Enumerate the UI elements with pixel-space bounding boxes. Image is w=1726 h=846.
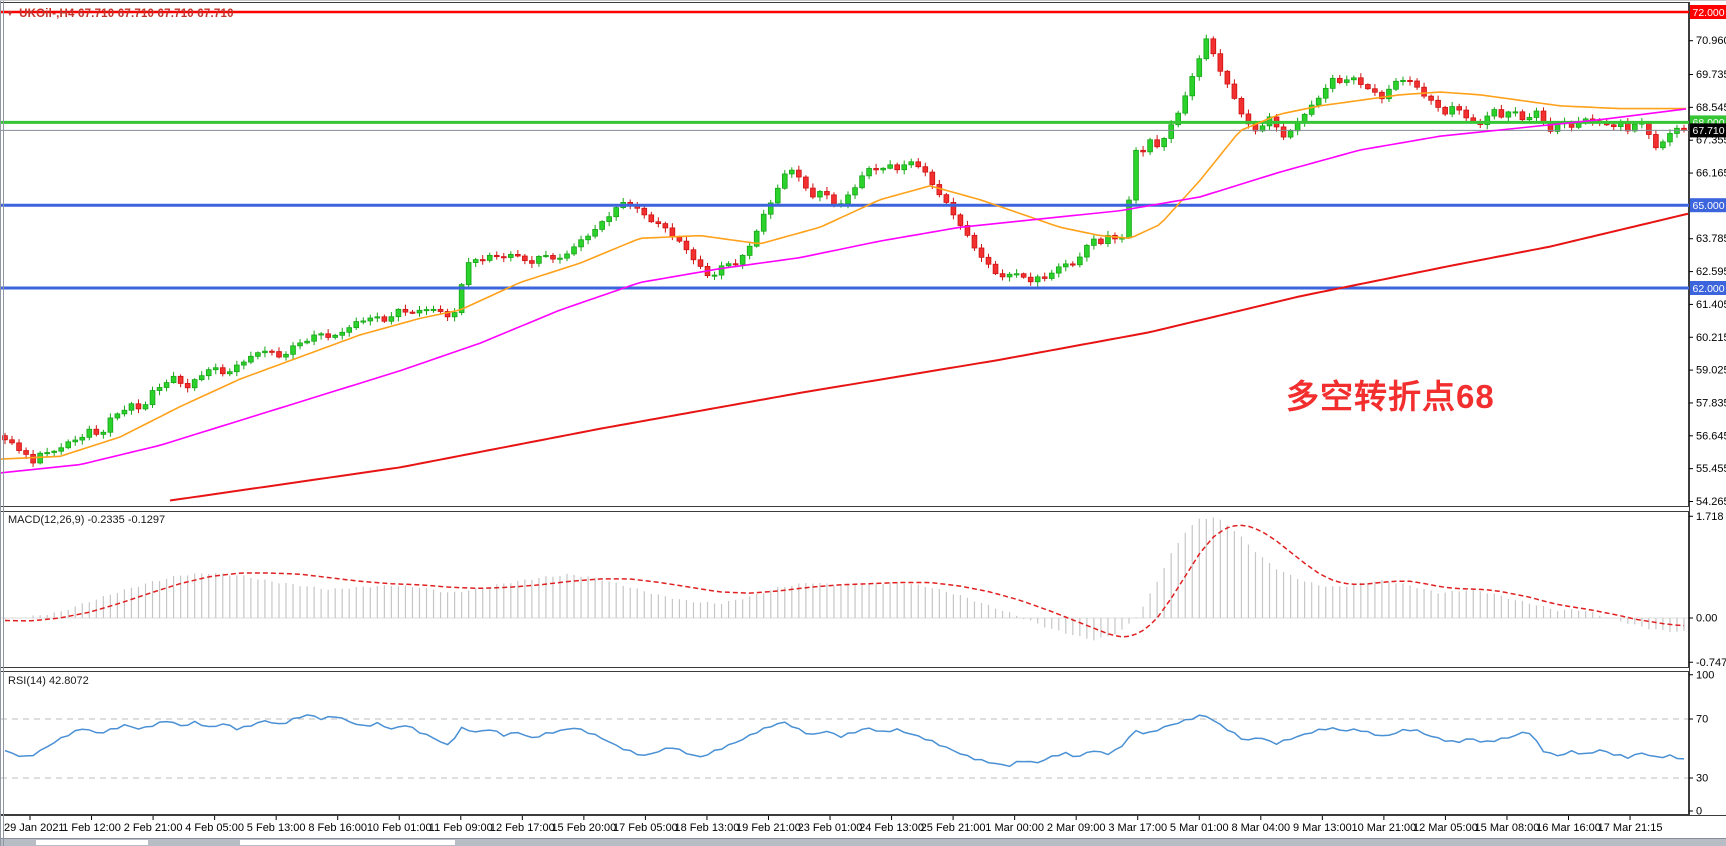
rsi-tick-label: 70 <box>1696 714 1708 726</box>
macd-tick-label: 0.00 <box>1696 613 1717 625</box>
macd-histogram <box>4 517 1685 641</box>
price-tick-label: 57.835 <box>1696 397 1726 409</box>
price-axis[interactable]: 70.960 69.735 68.545 67.355 66.165 63.785 62.5… <box>1689 35 1726 818</box>
time-tick-label: 29 Jan 2021 <box>4 822 65 834</box>
time-tick-label: 23 Feb 01:00 <box>798 822 863 834</box>
time-tick-label: 9 Mar 13:00 <box>1293 822 1352 834</box>
annotation-text[interactable]: 多空转折点68 <box>1286 378 1495 415</box>
time-tick-label: 2 Feb 21:00 <box>124 822 183 834</box>
macd-indicator-label: MACD(12,26,9) -0.2335 -0.1297 <box>8 514 166 526</box>
time-tick-label: 3 Mar 17:00 <box>1108 822 1167 834</box>
status-bar-strip <box>0 838 1726 846</box>
price-badge-text: 65.000 <box>1693 200 1725 212</box>
macd-tick-label: 1.718 <box>1696 511 1724 523</box>
time-tick-label: 17 Mar 21:15 <box>1598 822 1663 834</box>
price-badge <box>1690 198 1726 213</box>
time-tick-label: 10 Feb 01:00 <box>367 822 432 834</box>
price-badge <box>1690 123 1726 138</box>
price-tick-label: 62.595 <box>1696 266 1726 278</box>
price-tick-label: 59.025 <box>1696 365 1726 377</box>
time-tick-label: 5 Mar 01:00 <box>1170 822 1229 834</box>
price-tick-label: 56.645 <box>1696 430 1726 442</box>
ma-slow-line[interactable] <box>169 212 1689 502</box>
window-left-edge <box>0 0 1 846</box>
price-tick-label: 55.455 <box>1696 463 1726 475</box>
price-tick-label: 69.735 <box>1696 69 1726 81</box>
time-tick-label: 1 Mar 00:00 <box>985 822 1044 834</box>
time-tick-label: 10 Mar 21:00 <box>1351 822 1416 834</box>
ma-medium-line[interactable] <box>0 108 1687 474</box>
window-left-edge <box>3 0 4 846</box>
time-tick-label: 18 Feb 13:00 <box>675 822 740 834</box>
status-bar-segment <box>240 840 455 845</box>
ma-fast-line[interactable] <box>0 91 1686 460</box>
time-tick-label: 11 Feb 09:00 <box>429 822 493 834</box>
time-tick-label: 15 Feb 20:00 <box>551 822 616 834</box>
macd-tick-label: -0.7475 <box>1696 657 1726 669</box>
price-tick-label: 63.785 <box>1696 233 1726 245</box>
price-badge-text: 62.000 <box>1693 283 1725 295</box>
rsi-tick-label: 100 <box>1696 669 1714 681</box>
rsi-line <box>4 714 1685 768</box>
price-badge <box>1690 5 1726 19</box>
time-tick-label: 5 Feb 13:00 <box>247 822 306 834</box>
time-tick-label: 12 Mar 05:00 <box>1413 822 1478 834</box>
candlestick-series <box>2 34 1687 467</box>
time-tick-label: 16 Mar 16:00 <box>1536 822 1601 834</box>
time-tick-label: 19 Feb 21:00 <box>736 822 801 834</box>
rsi-indicator-label: RSI(14) 42.8072 <box>8 675 89 687</box>
rsi-tick-label: 30 <box>1696 773 1708 785</box>
time-tick-label: 8 Feb 16:00 <box>308 822 367 834</box>
collapse-arrow-icon[interactable]: ▼ <box>6 9 15 18</box>
price-badge <box>1690 281 1726 295</box>
symbol-ohlc-label: ▼ UKOil-,H4 67.710 67.710 67.710 67.710 <box>6 8 234 20</box>
time-tick-label: 2 Mar 09:00 <box>1047 822 1106 834</box>
time-tick-label: 12 Feb 17:00 <box>490 822 555 834</box>
time-tick-label: 15 Mar 08:00 <box>1475 822 1540 834</box>
price-tick-label: 61.405 <box>1696 299 1726 311</box>
time-tick-label: 25 Feb 21:00 <box>921 822 986 834</box>
price-tick-label: 68.545 <box>1696 102 1726 114</box>
price-tick-label: 54.265 <box>1696 496 1726 508</box>
rsi-panel[interactable] <box>0 671 1689 815</box>
price-tick-label: 67.355 <box>1696 135 1726 147</box>
time-tick-label: 17 Feb 05:00 <box>613 822 678 834</box>
time-tick-label: 1 Feb 12:00 <box>62 822 121 834</box>
main-chart-panel[interactable] <box>0 2 1689 507</box>
price-tick-label: 60.215 <box>1696 332 1726 344</box>
price-tick-label: 66.165 <box>1696 168 1726 180</box>
price-badge-text: 67.710 <box>1693 125 1725 137</box>
status-bar-segment <box>36 840 148 845</box>
symbol-ohlc-text: UKOil-,H4 67.710 67.710 67.710 67.710 <box>19 8 234 20</box>
price-tick-label: 70.960 <box>1696 35 1726 47</box>
time-tick-label: 8 Mar 04:00 <box>1231 822 1290 834</box>
rsi-tick-label: 0 <box>1696 806 1702 818</box>
macd-panel[interactable] <box>0 511 1689 668</box>
macd-signal-line <box>4 524 1685 638</box>
time-tick-label: 24 Feb 13:00 <box>859 822 924 834</box>
price-badge-text: 72.000 <box>1693 7 1725 19</box>
time-tick-label: 4 Feb 05:00 <box>185 822 244 834</box>
